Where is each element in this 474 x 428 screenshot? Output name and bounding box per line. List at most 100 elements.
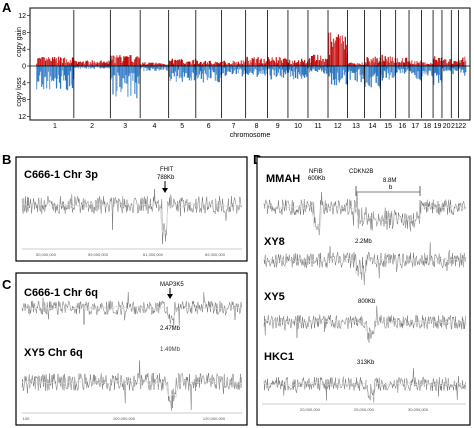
gain-bar <box>104 62 106 66</box>
gain-bar <box>258 63 260 66</box>
gain-bar <box>367 58 369 66</box>
loss-bar <box>262 66 264 70</box>
loss-bar <box>391 66 393 78</box>
gain-bar <box>340 43 343 66</box>
gain-bar <box>303 59 306 66</box>
gain-bar <box>350 62 352 66</box>
gain-bar <box>141 64 143 66</box>
gain-bar <box>237 61 239 66</box>
loss-bar <box>221 66 223 74</box>
gain-bar <box>239 63 241 66</box>
gain-bar <box>310 56 313 66</box>
gain-bar <box>295 62 298 66</box>
gain-bar <box>67 61 70 66</box>
loss-bar <box>253 66 255 72</box>
loss-bar <box>347 66 349 72</box>
gain-bar <box>329 32 332 66</box>
loss-bar <box>463 66 465 73</box>
loss-bar <box>384 66 386 72</box>
gain-bar <box>55 58 58 66</box>
gain-bar <box>250 62 252 66</box>
loss-bar <box>205 66 208 76</box>
gain-bar <box>211 64 213 66</box>
loss-bar <box>73 66 76 68</box>
panel-d-axis-ticks: 20,000,000 25,000,000 30,000,000 <box>300 407 429 412</box>
gain-bar <box>261 63 263 66</box>
loss-bar <box>172 66 174 74</box>
loss-bar <box>197 66 200 78</box>
loss-bar <box>130 66 132 96</box>
gain-bar <box>344 36 346 66</box>
loss-bar <box>397 66 400 69</box>
gain-bar <box>51 57 54 66</box>
loss-bar <box>203 66 206 71</box>
gain-bar <box>164 64 166 66</box>
loss-bar <box>164 66 166 68</box>
gain-bar <box>150 63 152 66</box>
loss-bar <box>328 66 330 77</box>
loss-bar <box>382 66 384 78</box>
chromosome-label: 14 <box>369 123 377 130</box>
loss-bar <box>289 66 292 77</box>
signal-line <box>263 368 466 403</box>
loss-bar <box>63 66 66 76</box>
gain-bar <box>276 63 279 66</box>
gain-bar <box>246 56 248 66</box>
gain-bar <box>136 56 138 66</box>
panel-a-frame <box>29 7 471 121</box>
loss-bar <box>453 66 455 69</box>
gain-bar <box>400 61 403 66</box>
loss-bar <box>318 66 321 71</box>
gain-bar <box>65 59 68 66</box>
gain-bar <box>384 56 386 66</box>
loss-bar <box>428 66 430 71</box>
gain-bar <box>369 62 371 66</box>
loss-bar <box>393 66 395 77</box>
gain-bar <box>305 63 308 66</box>
gain-bar <box>132 61 134 66</box>
axis-tick-label: 25,000,000 <box>354 407 375 412</box>
loss-bar <box>259 66 261 74</box>
loss-bar <box>388 66 390 80</box>
loss-bar <box>123 66 125 79</box>
gain-bar <box>337 34 340 66</box>
loss-bar <box>241 66 243 77</box>
gain-bar <box>192 59 195 66</box>
loss-bar <box>403 66 406 74</box>
chromosome-label: 5 <box>180 123 184 130</box>
loss-bar <box>371 66 373 77</box>
loss-bar <box>49 66 52 77</box>
loss-bar <box>91 66 93 68</box>
loss-bar <box>464 66 466 76</box>
gain-bar <box>100 60 102 66</box>
loss-bar <box>196 66 199 79</box>
loss-bar <box>219 66 221 78</box>
gain-bar <box>155 62 157 66</box>
loss-bar <box>395 66 397 73</box>
chromosome-label: 16 <box>398 123 406 130</box>
gain-bar <box>320 60 323 66</box>
loss-bar <box>461 66 463 70</box>
loss-bar <box>336 66 339 73</box>
loss-bar <box>421 66 423 77</box>
xy5-size-label: 800Kb <box>358 299 376 305</box>
gain-bar <box>288 59 291 66</box>
gain-bar <box>309 62 312 66</box>
loss-bar <box>269 66 271 76</box>
gain-bar <box>314 61 317 66</box>
loss-bar <box>260 66 262 72</box>
mmah-trace <box>263 192 467 236</box>
loss-bar <box>137 66 139 77</box>
loss-bar <box>207 66 210 78</box>
gain-bar <box>463 61 465 66</box>
loss-bar <box>423 66 425 74</box>
gain-bar <box>317 60 320 66</box>
panel-b-title: C666-1 Chr 3p <box>24 169 98 181</box>
gain-bar <box>124 57 126 66</box>
gain-bar <box>425 64 427 66</box>
nfib-size-label: 600Kb <box>308 176 326 182</box>
gain-bar <box>78 61 81 66</box>
signal-mean-line <box>21 305 243 321</box>
gain-bar <box>262 63 264 66</box>
gain-bar <box>397 62 400 66</box>
